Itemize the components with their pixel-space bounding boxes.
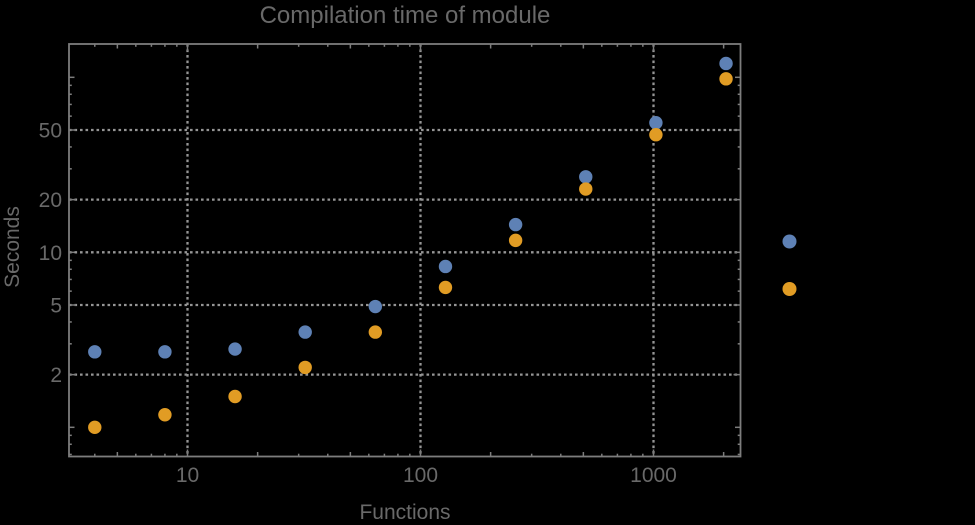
- chart-title: Compilation time of module: [259, 2, 551, 29]
- data-point-series-2-orange-x4: [88, 420, 102, 435]
- data-point-series-1-blue-x32: [298, 325, 312, 339]
- data-point-series-2-orange-x256: [508, 233, 523, 248]
- y-tick-label-50: 50: [39, 120, 62, 143]
- data-point-series-2-orange-x32: [298, 360, 312, 375]
- data-point-series-1-blue-x1024: [649, 116, 663, 130]
- data-point-series-2-orange-x16: [228, 389, 242, 404]
- y-tick-label-2: 2: [50, 364, 62, 387]
- y-tick-label-20: 20: [39, 189, 62, 212]
- data-point-series-1-blue-x512: [579, 170, 593, 184]
- data-point-series-1-blue-x128: [438, 259, 453, 274]
- x-tick-label-10: 10: [176, 464, 199, 487]
- data-point-series-1-blue-x256: [508, 217, 523, 232]
- plot-frame: [68, 43, 742, 458]
- data-point-series-1-blue-x2048: [719, 56, 733, 71]
- data-point-series-1-blue-x16: [228, 342, 242, 356]
- legend-marker-2: [782, 282, 797, 296]
- data-point-series-2-orange-x8: [158, 408, 172, 422]
- data-point-series-2-orange-x2048: [719, 72, 733, 86]
- x-tick-label-1000: 1000: [630, 464, 677, 487]
- data-point-series-2-orange-x64: [368, 325, 383, 339]
- x-axis-label: Functions: [359, 501, 451, 524]
- data-point-series-1-blue-x8: [158, 345, 172, 359]
- data-point-series-2-orange-x128: [438, 280, 453, 295]
- data-point-series-1-blue-x64: [368, 299, 383, 314]
- x-tick-label-100: 100: [403, 464, 438, 487]
- legend-marker-1: [782, 234, 797, 249]
- y-tick-label-10: 10: [39, 242, 62, 265]
- data-point-series-1-blue-x4: [88, 345, 102, 359]
- data-point-series-2-orange-x1024: [649, 128, 663, 142]
- data-point-series-2-orange-x512: [579, 182, 593, 196]
- y-tick-label-5: 5: [50, 295, 62, 318]
